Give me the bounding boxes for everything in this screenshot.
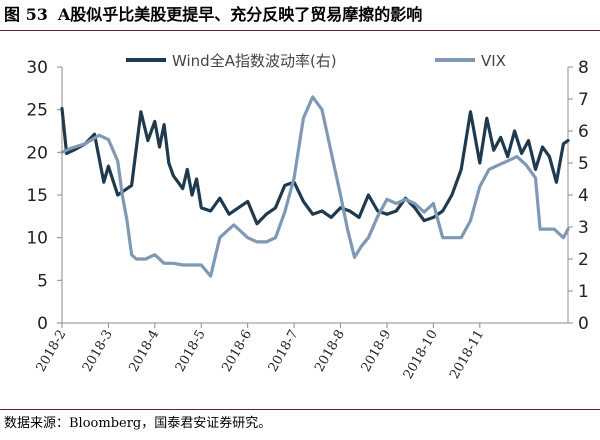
y-right-tick-label: 7 <box>578 90 589 110</box>
legend-label: Wind全A指数波动率(右) <box>172 52 337 70</box>
x-tick-label: 2018-7 <box>266 328 302 375</box>
series-line-vix <box>60 95 570 278</box>
figure-title: 图 53 A股似乎比美股更提早、充分反映了贸易摩擦的影响 <box>4 2 596 28</box>
x-tick-label: 2018-4 <box>126 328 162 375</box>
y-right-tick-label: 8 <box>578 58 589 78</box>
chart-legend: Wind全A指数波动率(右) VIX <box>126 52 506 70</box>
series-line-wind-volatility <box>60 107 570 226</box>
y-left-tick-label: 5 <box>37 271 48 291</box>
y-right-tick-label: 0 <box>578 314 589 334</box>
y-right-tick-label: 5 <box>578 154 589 174</box>
legend-label: VIX <box>481 52 506 70</box>
y-right-tick-label: 4 <box>578 186 589 206</box>
figure-number: 图 53 <box>4 5 48 24</box>
y-left-tick-label: 30 <box>26 58 48 78</box>
y-left-tick-label: 0 <box>37 314 48 334</box>
y-left-tick-label: 15 <box>26 186 48 206</box>
y-right-tick-label: 6 <box>578 122 589 142</box>
y-left-tick-label: 10 <box>26 229 48 249</box>
x-tick-label: 2018-8 <box>312 328 348 375</box>
chart-series <box>60 95 570 278</box>
x-tick-label: 2018-9 <box>359 328 395 375</box>
y-right-tick-label: 1 <box>578 282 589 302</box>
y-left-tick-label: 20 <box>26 143 48 163</box>
source-rule <box>0 409 600 410</box>
x-tick-label: 2018-10 <box>401 328 441 382</box>
x-tick-label: 2018-2 <box>34 328 70 375</box>
y-right-tick-label: 3 <box>578 218 589 238</box>
chart: 0 5 10 15 20 25 30 0 1 2 3 4 5 6 7 8 2018-2 2018-3 2018-4 2… <box>26 52 589 382</box>
x-tick-label: 2018-11 <box>447 328 487 382</box>
figure-title-text: A股似乎比美股更提早、充分反映了贸易摩擦的影响 <box>57 5 423 24</box>
y-right-tick-label: 2 <box>578 250 589 270</box>
x-tick-label: 2018-5 <box>173 328 209 375</box>
y-left-tick-label: 25 <box>26 101 48 121</box>
source-note: 数据来源：Bloomberg，国泰君安证券研究。 <box>4 416 272 431</box>
title-rule <box>0 30 600 31</box>
x-tick-label: 2018-6 <box>219 328 255 375</box>
x-tick-label: 2018-3 <box>80 328 116 375</box>
